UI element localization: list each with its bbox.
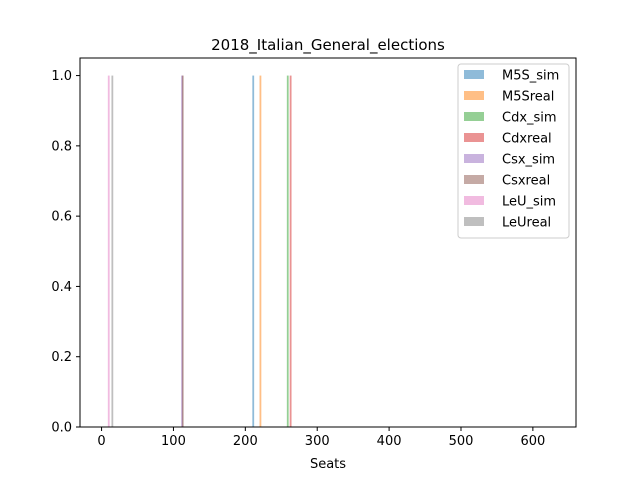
legend-swatch [464, 196, 484, 205]
bar-leu-sim [107, 75, 110, 428]
chart-title: 2018_Italian_General_elections [211, 36, 445, 55]
legend-swatch [464, 70, 484, 79]
x-tick-label: 400 [377, 434, 402, 449]
legend-swatch [464, 133, 484, 142]
legend-label: Csxreal [502, 174, 550, 189]
legend-label: Cdxreal [502, 132, 552, 147]
legend-label: Cdx_sim [502, 111, 557, 126]
legend: M5S_sim M5Sreal Cdx_sim Cdxreal Csx_sim Csxre… [457, 63, 570, 239]
legend-swatch [464, 91, 484, 100]
bar-cdxreal [289, 75, 292, 428]
x-tick-label: 600 [520, 434, 545, 449]
x-tick-label: 100 [161, 434, 186, 449]
legend-swatch [464, 217, 484, 226]
bar-leureal [111, 75, 114, 428]
bar-m5s-sim [252, 75, 255, 428]
legend-swatch [464, 175, 484, 184]
legend-label: Csx_sim [502, 153, 555, 168]
y-tick-label: 0.6 [51, 210, 72, 225]
y-tick-label: 0.8 [51, 139, 72, 154]
y-tick-label: 0.0 [51, 421, 72, 436]
bar-csxreal [181, 75, 184, 428]
legend-swatch [464, 154, 484, 163]
bar-m5sreal [259, 75, 262, 428]
legend-label: LeU_sim [502, 195, 556, 210]
y-tick-label: 0.2 [51, 350, 72, 365]
y-tick-label: 1.0 [51, 69, 72, 84]
axes-layer: 0 100 200 300 400 500 600 0.0 0.2 0.4 0.6 0.8 1.0 [51, 57, 577, 449]
legend-swatch [464, 112, 484, 121]
x-tick-label: 500 [449, 434, 474, 449]
legend-label: M5S_sim [502, 69, 559, 84]
bar-cdx-sim [286, 75, 289, 428]
y-tick-label: 0.4 [51, 280, 72, 295]
bars-layer [107, 75, 292, 428]
x-axis-label: Seats [310, 457, 346, 472]
legend-box [457, 63, 570, 239]
x-tick-label: 0 [97, 434, 105, 449]
legend-label: M5Sreal [502, 90, 554, 105]
x-tick-label: 200 [233, 434, 258, 449]
plot-frame [79, 57, 577, 428]
x-tick-label: 300 [305, 434, 330, 449]
legend-label: LeUreal [502, 216, 551, 231]
